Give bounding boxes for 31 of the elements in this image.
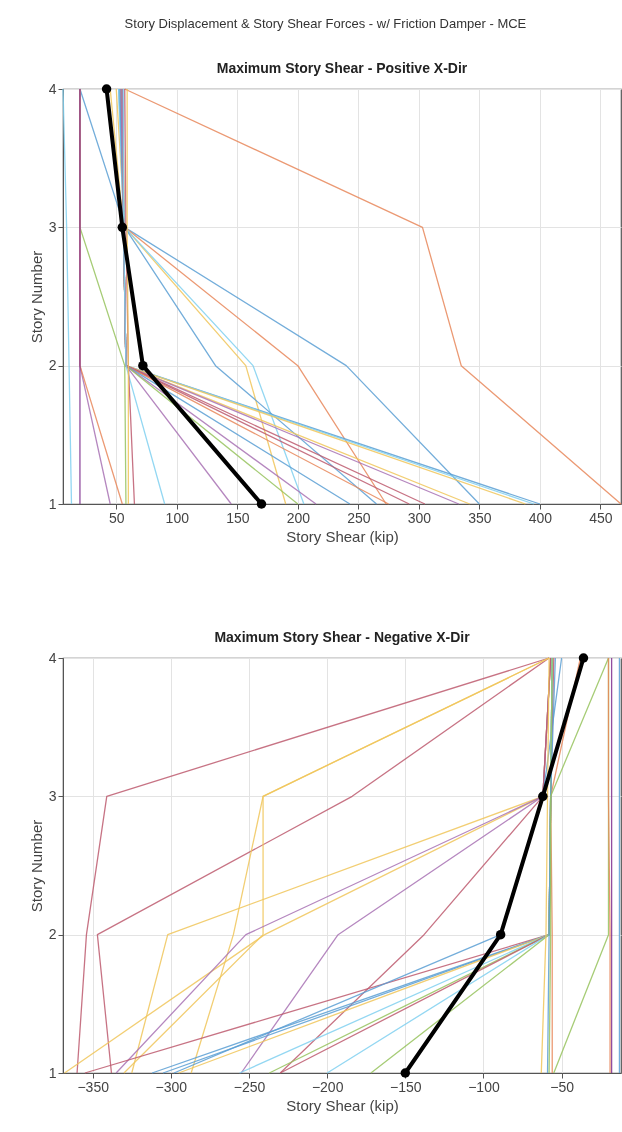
y-tick-label: 4 xyxy=(48,649,57,666)
x-tick-label: 350 xyxy=(468,509,492,526)
x-tick-label: −300 xyxy=(155,1078,188,1095)
y-axis-title: Story Number xyxy=(27,819,45,913)
x-tick-label: −250 xyxy=(233,1078,266,1095)
x-tick-label: 250 xyxy=(347,509,371,526)
x-tick-label: 100 xyxy=(165,509,190,526)
x-tick-label: −100 xyxy=(468,1078,500,1095)
x-tick-label: 450 xyxy=(589,509,613,526)
chart-title: Maximum Story Shear - Negative X-Dir xyxy=(214,629,471,645)
x-axis-title: Story Shear (kip) xyxy=(286,527,399,545)
x-tick-label: 150 xyxy=(226,509,250,526)
y-axis-title: Story Number xyxy=(27,250,45,344)
x-axis-title: Story Shear (kip) xyxy=(286,1096,399,1114)
x-tick-label: 400 xyxy=(528,509,553,526)
y-tick-label: 3 xyxy=(48,218,57,235)
y-tick-label: 2 xyxy=(48,926,57,943)
text: Story Displacement & Story Shear Forces - w/ Friction Damper - MCE xyxy=(124,16,527,32)
y-tick-label: 1 xyxy=(48,495,57,512)
x-tick-label: −350 xyxy=(77,1078,110,1095)
y-tick-label: 3 xyxy=(48,787,57,804)
x-tick-label: 200 xyxy=(286,509,311,526)
x-tick-label: 50 xyxy=(108,509,125,526)
y-tick-label: 2 xyxy=(48,357,57,374)
x-tick-label: −50 xyxy=(550,1078,575,1095)
chart-title: Maximum Story Shear - Positive X-Dir xyxy=(216,60,468,76)
y-tick-label: 1 xyxy=(48,1064,57,1081)
x-tick-label: 300 xyxy=(407,509,432,526)
y-tick-label: 4 xyxy=(48,80,57,97)
x-tick-label: −150 xyxy=(390,1078,422,1095)
x-tick-label: −200 xyxy=(311,1078,344,1095)
